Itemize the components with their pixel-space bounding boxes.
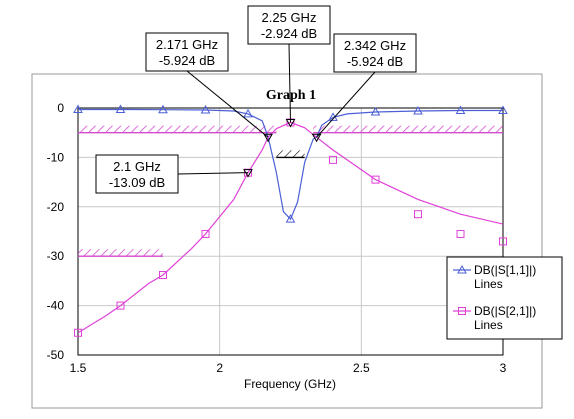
legend-sublabel-s11: Lines [474, 277, 503, 291]
spec-region-hatch [313, 125, 503, 133]
legend-sublabel-s21: Lines [474, 318, 503, 332]
series [78, 108, 503, 334]
square-marker-icon [458, 307, 466, 315]
legend-box [446, 256, 563, 340]
y-tick-label: -40 [47, 299, 65, 313]
data-point-s21 [159, 270, 167, 279]
annotation-frequency: 2.342 GHz [344, 38, 406, 53]
tick-labels: 1.5 2 2.5 3 0 -10 -20 -30 -40 -50 [47, 101, 507, 375]
annotation-frequency: 2.1 GHz [113, 159, 161, 174]
annotation-marker [311, 133, 322, 143]
annotation-box [333, 33, 417, 73]
annotation-value: -2.924 dB [261, 26, 317, 41]
annotation-box [145, 32, 229, 72]
x-tick-label: 3 [500, 361, 507, 375]
annotation-value: -13.09 dB [109, 175, 165, 190]
data-point-s11 [200, 104, 211, 114]
data-point-s21 [499, 237, 507, 246]
data-point-s21 [456, 229, 465, 238]
data-point-s11 [158, 104, 168, 114]
data-point-s11 [455, 105, 466, 114]
y-tick-label: -30 [47, 249, 65, 263]
annotation-marker [263, 133, 273, 143]
spec-region-hatch [276, 150, 305, 158]
data-point-s21 [329, 155, 337, 164]
y-tick-label: -10 [47, 150, 65, 164]
spec-region-hatch [78, 125, 277, 133]
annotation-leader [177, 172, 249, 175]
data-point-s11 [243, 108, 253, 118]
data-point-s21 [414, 210, 422, 219]
series-line-s21 [78, 121, 503, 334]
annotation-box [247, 5, 331, 45]
data-point-s21 [201, 229, 210, 238]
series-line-s11 [78, 108, 503, 221]
data-point-s21 [116, 301, 125, 310]
data-point-s11 [285, 214, 296, 223]
annotation-marker [243, 169, 253, 178]
x-axis-label: Frequency (GHz) [244, 377, 336, 391]
data-point-s11 [73, 104, 83, 113]
annotation-box [95, 154, 179, 194]
annotation-value: -5.924 dB [159, 53, 215, 68]
data-point-s11 [498, 105, 508, 114]
y-tick-label: -50 [47, 348, 65, 362]
annotation-value: -5.924 dB [347, 54, 403, 69]
chart-title: Graph 1 [266, 88, 316, 103]
x-tick-label: 1.5 [70, 361, 87, 375]
data-point-s11 [370, 106, 381, 116]
legend: DB(|S[1,1]|) Lines DB(|S[2,1]|) Lines [446, 256, 563, 340]
spec-region-hatch [78, 249, 163, 257]
annotation-marker [285, 118, 296, 128]
data-point-s11 [413, 105, 423, 115]
data-point-s21 [371, 175, 380, 184]
y-tick-label: -20 [47, 200, 65, 214]
legend-label-s21: DB(|S[2,1]|) [474, 304, 536, 318]
x-tick-label: 2 [216, 361, 223, 375]
legend-item-s21: DB(|S[2,1]|) Lines [453, 304, 536, 332]
x-tick-label: 2.5 [353, 361, 370, 375]
annotation-leader [316, 71, 376, 138]
legend-label-s11: DB(|S[1,1]|) [474, 263, 536, 277]
legend-item-s11: DB(|S[1,1]|) Lines [453, 263, 536, 291]
annotation-frequency: 2.25 GHz [262, 10, 317, 25]
spec-regions [78, 125, 503, 257]
annotation-frequency: 2.171 GHz [156, 37, 218, 52]
annotations: 2.171 GHz-5.924 dB2.25 GHz-2.924 dB2.342… [95, 5, 417, 194]
triangle-marker-icon [457, 264, 467, 274]
annotation-leader [288, 43, 291, 123]
data-point-s11 [115, 104, 126, 113]
markers [73, 104, 508, 337]
y-tick-label: 0 [57, 101, 64, 115]
annotation-leader [186, 70, 269, 138]
data-point-s21 [74, 328, 82, 337]
